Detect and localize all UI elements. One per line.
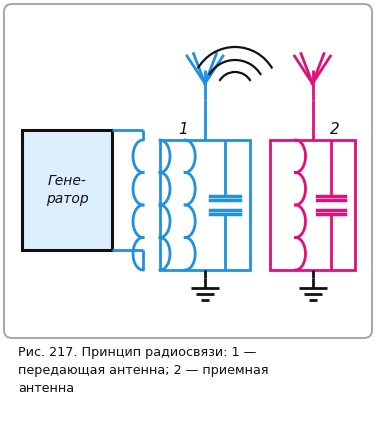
Text: Гене-
ратор: Гене- ратор bbox=[46, 174, 88, 206]
Bar bbox=[160, 140, 250, 270]
FancyBboxPatch shape bbox=[4, 4, 372, 338]
Text: Рис. 217. Принцип радиосвязи: 1 —
передающая антенна; 2 — приемная
антенна: Рис. 217. Принцип радиосвязи: 1 — переда… bbox=[18, 346, 268, 395]
Bar bbox=[270, 140, 355, 270]
Text: 2: 2 bbox=[330, 123, 340, 137]
Bar bbox=[22, 130, 112, 250]
Text: 1: 1 bbox=[178, 123, 188, 137]
